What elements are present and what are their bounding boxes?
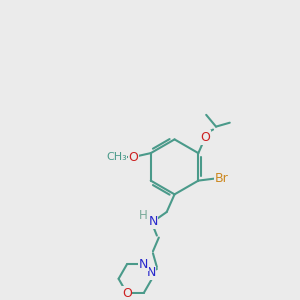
Text: N: N bbox=[146, 266, 156, 279]
Text: H: H bbox=[139, 209, 148, 223]
Text: CH₃: CH₃ bbox=[106, 152, 127, 162]
Text: N: N bbox=[148, 215, 158, 228]
Text: O: O bbox=[200, 131, 210, 144]
Text: Br: Br bbox=[215, 172, 229, 185]
Text: O: O bbox=[122, 287, 132, 300]
Text: O: O bbox=[128, 151, 138, 164]
Text: N: N bbox=[139, 258, 148, 271]
